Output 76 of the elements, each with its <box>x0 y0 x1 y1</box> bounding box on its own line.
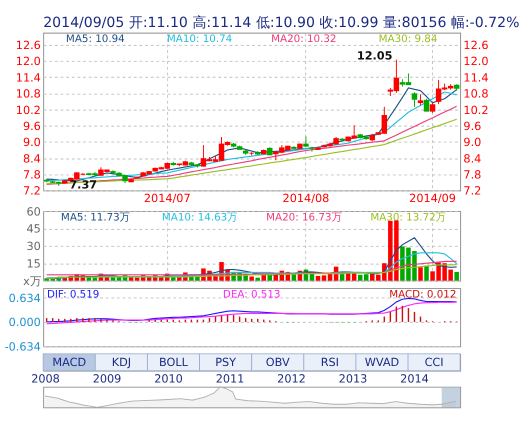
y-tick-label: 7.2 <box>22 184 41 198</box>
line-series <box>46 260 458 276</box>
series-label: DIF: 0.519 <box>46 288 100 300</box>
bar <box>454 272 459 281</box>
x-tick-label: 2011 <box>216 372 244 386</box>
text: MA10: 14.63万 <box>162 211 238 224</box>
candlestick <box>134 176 140 180</box>
category-label: RSI <box>320 356 339 370</box>
text: MA5: 10.94 <box>66 33 125 46</box>
x-tick-label: 2014 <box>400 372 429 386</box>
category-label: OBV <box>266 356 290 370</box>
x-tick-label: 2012 <box>277 372 306 386</box>
x-tick-label: 2013 <box>338 372 368 386</box>
line-series <box>46 264 458 279</box>
y-tick-label: 7.8 <box>22 168 41 182</box>
line-series <box>46 302 458 324</box>
y-tick-label: 11.4 <box>16 71 41 84</box>
y-tick-label: 0.000 <box>8 316 41 330</box>
category-label: KDJ <box>112 356 132 370</box>
y-tick-label: 15 <box>26 257 41 270</box>
candlestick <box>339 138 345 142</box>
y-tick-label: 60 <box>26 205 41 218</box>
y-tick-label: 8.4 <box>22 152 41 166</box>
line-series <box>46 298 458 322</box>
bar <box>424 266 429 281</box>
y-tick-label: 10.2 <box>16 104 41 117</box>
category-label: WVAD <box>364 356 400 370</box>
y2-tick-label: 10.8 <box>463 88 488 101</box>
candlestick <box>44 178 50 183</box>
bar <box>418 267 423 281</box>
y2-tick-label: 8.4 <box>463 152 482 166</box>
y-tick-label: x万 <box>23 274 41 288</box>
y2-tick-label: 10.2 <box>463 104 488 117</box>
x-tick-label: 2009 <box>92 372 122 386</box>
bar <box>249 276 254 281</box>
y-tick-label: 12.6 <box>16 39 41 52</box>
x-tick-label: 2014/09 <box>409 192 456 206</box>
candlestick <box>248 152 254 156</box>
x-tick-label: 2014/07 <box>144 192 191 206</box>
text: MA30: 13.72万 <box>370 211 446 224</box>
text: MA30: 9.84 <box>378 33 438 46</box>
y-tick-label: 30 <box>26 240 41 254</box>
y2-tick-label: 11.4 <box>463 71 488 84</box>
y-tick-label: 9.0 <box>22 136 41 150</box>
candlestick <box>128 178 134 183</box>
category-label: MACD <box>52 356 86 370</box>
series-label: DEA: 0.513 <box>222 288 280 300</box>
category-label: CCI <box>424 356 444 370</box>
y2-tick-label: 9.0 <box>463 136 482 150</box>
candlestick <box>309 146 315 152</box>
y-tick-label: 9.6 <box>22 120 41 133</box>
category-label: BOLL <box>159 356 189 370</box>
bar <box>255 278 260 281</box>
chart-title: 2014/09/05 开:11.10 高:11.14 低:10.90 收:10.99 量:80156 幅:-0.72% <box>43 15 520 32</box>
y-tick-label: 0.634 <box>8 292 41 305</box>
candlestick <box>254 150 260 156</box>
x-tick-label: 2014/08 <box>282 192 330 206</box>
y2-tick-label: 7.2 <box>463 184 482 198</box>
annotation: 7.37 <box>69 178 98 192</box>
y-tick-label: 10.8 <box>16 88 41 101</box>
text: MA5: 11.73万 <box>60 211 130 224</box>
y2-tick-label: 12.0 <box>463 55 488 68</box>
series-label: MACD: 0.012 <box>389 288 456 300</box>
category-label: PSY <box>215 356 236 370</box>
y2-tick-label: 7.8 <box>463 168 482 182</box>
x-tick-label: 2010 <box>154 372 183 386</box>
text: MA20: 16.73万 <box>266 211 342 224</box>
y2-tick-label: 9.6 <box>463 120 482 133</box>
y2-tick-label: 12.6 <box>463 39 488 52</box>
text: MA20: 10.32 <box>271 33 336 46</box>
y-tick-label: 45 <box>26 222 41 236</box>
y-tick-label: 12.0 <box>16 55 41 68</box>
x-tick-label: 2008 <box>31 372 60 386</box>
y-tick-label: -0.634 <box>4 340 41 354</box>
text: MA10: 10.74 <box>166 33 232 46</box>
annotation: 12.05 <box>356 49 393 62</box>
